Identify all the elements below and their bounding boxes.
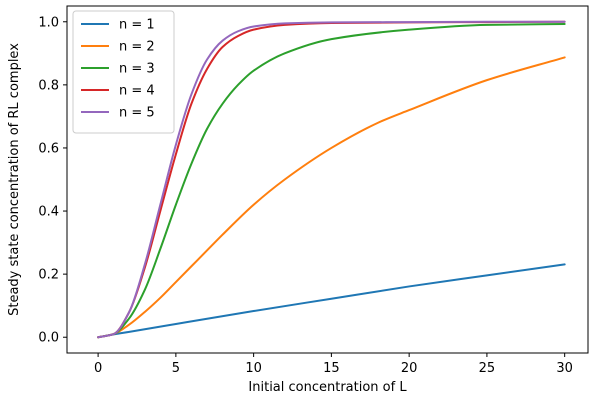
plot-area [66, 5, 589, 354]
x-tick-label: 0 [94, 361, 102, 376]
legend-box [72, 10, 175, 134]
series-line-n-2 [97, 56, 566, 339]
legend-label-n-2: n = 2 [119, 40, 155, 55]
legend-label-n-3: n = 3 [119, 62, 155, 77]
x-tick-label: 25 [479, 361, 496, 376]
x-axis-label: Initial concentration of L [248, 380, 407, 395]
y-axis-label: Steady state concentration of RL complex [7, 43, 22, 316]
series-line-n-1 [97, 263, 566, 339]
y-tick-label: 0.8 [38, 78, 59, 93]
y-tick-label: 1.0 [38, 15, 59, 30]
x-tick-label: 5 [172, 361, 180, 376]
x-tick-label: 10 [245, 361, 262, 376]
y-tick-label: 0.0 [38, 331, 59, 346]
legend-label-n-4: n = 4 [119, 84, 155, 99]
y-tick-label: 0.4 [38, 205, 59, 220]
y-tick-label: 0.6 [38, 141, 59, 156]
legend: n = 1 n = 2 n = 3 n = 4 n = 5 [72, 10, 175, 134]
series-line-n-5 [97, 20, 566, 339]
plot-frame [66, 5, 589, 354]
x-tick-label: 30 [556, 361, 573, 376]
legend-label-n-1: n = 1 [119, 18, 155, 33]
x-axis: 0 5 10 15 20 25 30 [94, 353, 573, 376]
series-line-n-3 [97, 22, 566, 339]
x-tick-label: 15 [323, 361, 340, 376]
x-tick-label: 20 [401, 361, 418, 376]
y-tick-label: 0.2 [38, 268, 59, 283]
y-axis: 0.0 0.2 0.4 0.6 0.8 1.0 [38, 15, 67, 346]
legend-label-n-5: n = 5 [119, 106, 155, 121]
series-lines [97, 20, 566, 339]
